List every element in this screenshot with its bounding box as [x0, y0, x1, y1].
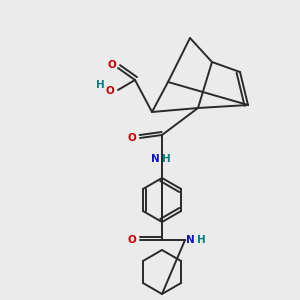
Text: N: N — [151, 154, 159, 164]
Text: H: H — [162, 154, 170, 164]
Text: O: O — [108, 60, 116, 70]
Text: O: O — [128, 235, 136, 245]
Text: O: O — [128, 133, 136, 143]
Text: O: O — [106, 86, 114, 96]
Text: H: H — [96, 80, 104, 90]
Text: H: H — [196, 235, 206, 245]
Text: N: N — [186, 235, 194, 245]
